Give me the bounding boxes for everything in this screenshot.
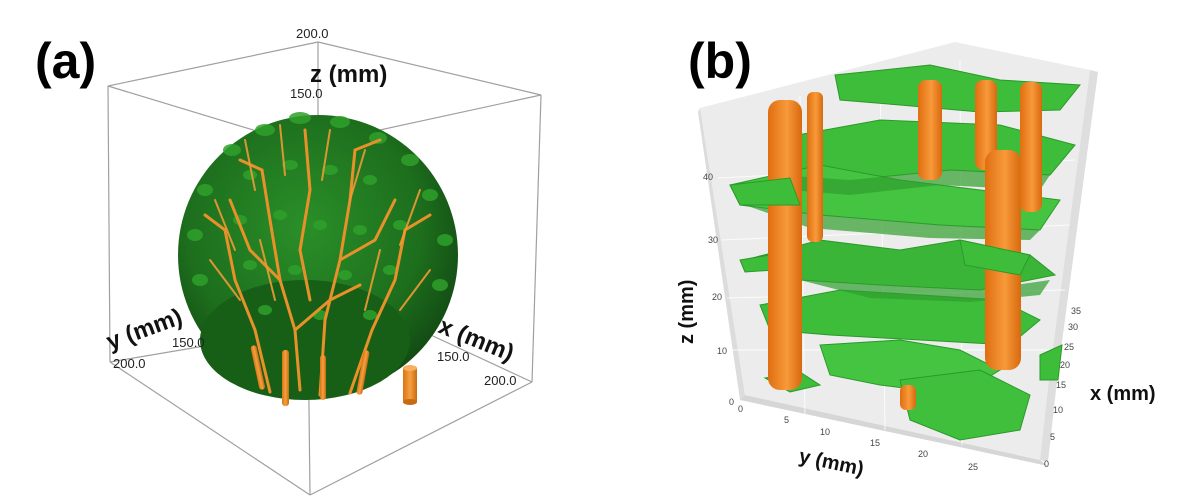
panel-b-y-tick: 20 <box>918 449 928 459</box>
panel-b-x-ticks: 0 5 10 15 20 25 30 35 <box>1044 306 1081 469</box>
panel-b-x-tick: 20 <box>1060 360 1070 370</box>
panel-b-z-tick: 20 <box>712 292 722 302</box>
panel-b-x-tick: 25 <box>1064 342 1074 352</box>
panel-a-x-tick-mid: 150.0 <box>437 349 470 364</box>
panel-b-z-axis-label: z (mm) <box>676 280 698 344</box>
panel-b-x-tick: 35 <box>1071 306 1081 316</box>
panel-a-z-tick-top: 200.0 <box>296 26 329 41</box>
panel-b-y-tick: 25 <box>968 462 978 472</box>
panel-b-y-tick: 10 <box>820 427 830 437</box>
panel-b: (b) <box>676 33 1156 481</box>
panel-b-x-tick: 5 <box>1050 432 1055 442</box>
panel-a-x-tick-end: 200.0 <box>484 373 517 388</box>
panel-a-y-tick-mid: 150.0 <box>172 335 205 350</box>
panel-b-x-tick: 15 <box>1056 380 1066 390</box>
panel-b-y-axis-label: y (mm) <box>797 445 866 480</box>
panel-a-label: (a) <box>35 33 96 89</box>
panel-b-y-ticks: 0 5 10 15 20 25 <box>738 404 978 472</box>
panel-a-y-tick-end: 200.0 <box>113 356 146 371</box>
panel-b-x-axis-label: x (mm) <box>1090 383 1156 405</box>
panel-b-x-tick: 0 <box>1044 459 1049 469</box>
panel-b-z-tick: 0 <box>729 397 734 407</box>
panel-a-small-cylinder <box>403 365 417 405</box>
panel-b-y-tick: 0 <box>738 404 743 414</box>
panel-b-z-tick: 10 <box>717 346 727 356</box>
panel-b-stems <box>768 80 1042 410</box>
panel-b-x-tick: 30 <box>1068 322 1078 332</box>
panel-b-z-ticks: 0 10 20 30 40 <box>703 172 734 407</box>
panel-a-z-tick-mid: 150.0 <box>290 86 323 101</box>
panel-b-label: (b) <box>688 33 752 89</box>
panel-a-z-axis-label: z (mm) <box>310 61 387 88</box>
panel-b-z-tick: 30 <box>708 235 718 245</box>
panel-b-y-tick: 15 <box>870 438 880 448</box>
panel-a: (a) <box>35 26 542 496</box>
panel-b-z-tick: 40 <box>703 172 713 182</box>
panel-b-x-tick: 10 <box>1053 405 1063 415</box>
panel-b-y-tick: 5 <box>784 415 789 425</box>
panel-a-canopy <box>178 112 458 406</box>
